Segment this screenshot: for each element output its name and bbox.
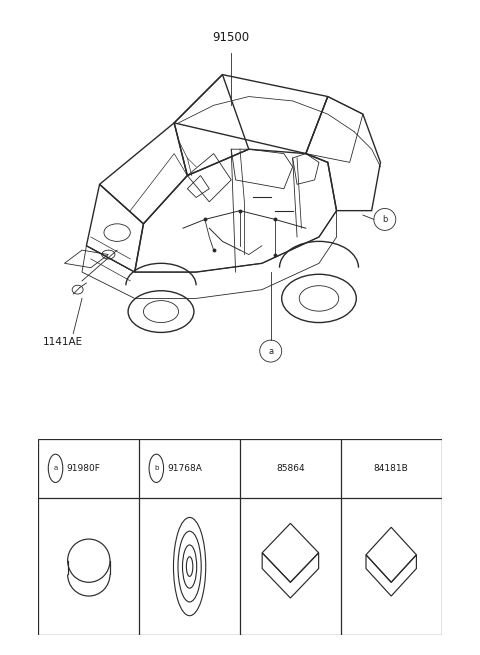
Text: b: b <box>382 215 387 224</box>
Text: 85864: 85864 <box>276 464 305 473</box>
Text: 1141AE: 1141AE <box>43 337 83 347</box>
Text: a: a <box>268 346 273 356</box>
Text: 91980F: 91980F <box>67 464 101 473</box>
Text: a: a <box>53 465 58 472</box>
Text: b: b <box>154 465 158 472</box>
Text: 91768A: 91768A <box>168 464 203 473</box>
Text: 84181B: 84181B <box>374 464 408 473</box>
Text: 91500: 91500 <box>213 31 250 44</box>
